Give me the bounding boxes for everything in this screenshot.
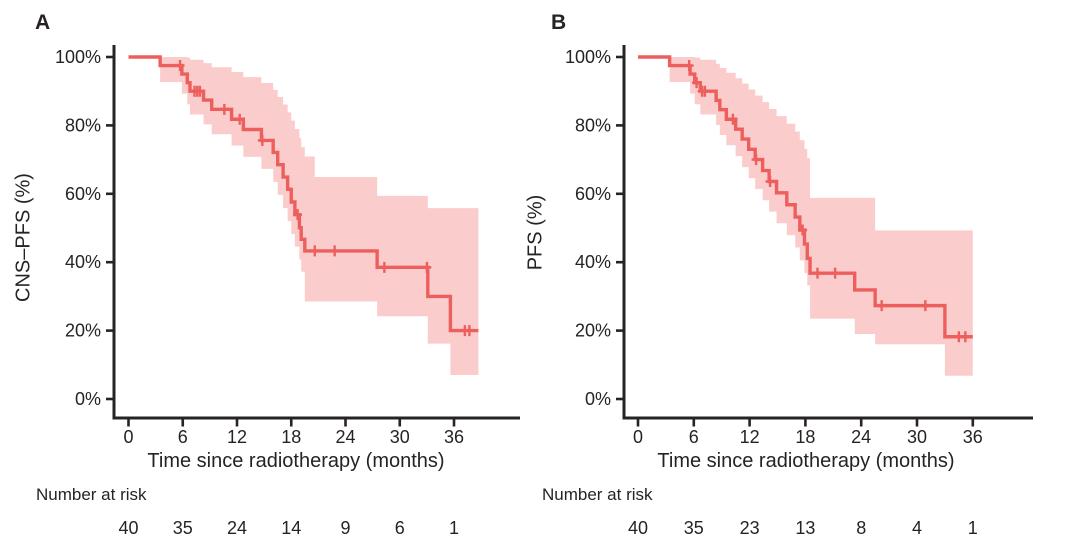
number-at-risk-value: 1: [449, 518, 459, 538]
x-axis-title-b: Time since radiotherapy (months): [657, 450, 955, 472]
y-tick-label: 0%: [75, 389, 101, 409]
censor-marks: [175, 60, 474, 337]
number-at-risk-value: 40: [118, 518, 138, 538]
confidence-band: [160, 57, 479, 376]
number-at-risk-value: 40: [628, 518, 648, 538]
km-panel-b: 100% 80% 60% 40% 20% 0% 0 40 6 35 12 23 18 13 24 8 30 4 36…: [565, 45, 1033, 538]
x-tick-label: 0: [123, 427, 133, 447]
y-tick-label: 20%: [575, 321, 611, 341]
y-axis-title-cns-pfs: CNS–PFS (%): [12, 173, 35, 302]
censor-marks: [684, 60, 970, 343]
y-tick-label: 60%: [575, 184, 611, 204]
x-tick-label: 30: [907, 427, 927, 447]
x-tick-label: 30: [390, 427, 410, 447]
x-tick-label: 18: [795, 427, 815, 447]
y-axis-title-pfs: PFS (%): [524, 194, 547, 271]
x-tick-label: 24: [335, 427, 355, 447]
number-at-risk-value: 9: [341, 518, 351, 538]
x-tick-label: 6: [689, 427, 699, 447]
confidence-band: [669, 57, 973, 376]
x-tick-label: 0: [633, 427, 643, 447]
number-at-risk-value: 35: [173, 518, 193, 538]
x-tick-label: 18: [281, 427, 301, 447]
y-tick-label: 40%: [575, 252, 611, 272]
panel-a-letter: A: [35, 11, 51, 34]
x-tick-label: 36: [963, 427, 983, 447]
number-at-risk-value: 4: [912, 518, 922, 538]
x-tick-label: 36: [444, 427, 464, 447]
y-tick-label: 40%: [65, 252, 101, 272]
number-at-risk-value: 35: [684, 518, 704, 538]
number-at-risk-value: 8: [856, 518, 866, 538]
number-at-risk-value: 24: [227, 518, 247, 538]
y-tick-label: 20%: [65, 321, 101, 341]
panel-b-letter: B: [551, 11, 567, 34]
x-tick-label: 6: [178, 427, 188, 447]
x-tick-label: 12: [740, 427, 760, 447]
y-tick-label: 60%: [65, 184, 101, 204]
number-at-risk-value: 13: [795, 518, 815, 538]
x-tick-label: 24: [851, 427, 871, 447]
number-at-risk-label-a: Number at risk: [36, 485, 147, 504]
km-panel-a: 100% 80% 60% 40% 20% 0% 0 40 6 35 12 24 18 14 24 9 30 6 36…: [55, 45, 520, 538]
number-at-risk-value: 14: [281, 518, 301, 538]
number-at-risk-label-b: Number at risk: [542, 485, 653, 504]
km-curve: [638, 55, 973, 339]
y-tick-label: 0%: [585, 389, 611, 409]
y-tick-label: 80%: [65, 115, 101, 135]
number-at-risk-value: 1: [968, 518, 978, 538]
km-curve: [128, 55, 479, 333]
y-tick-label: 100%: [565, 47, 611, 67]
number-at-risk-value: 23: [740, 518, 760, 538]
y-tick-label: 100%: [55, 47, 101, 67]
y-tick-label: 80%: [575, 115, 611, 135]
x-tick-label: 12: [227, 427, 247, 447]
x-axis-title-a: Time since radiotherapy (months): [147, 450, 445, 472]
number-at-risk-value: 6: [395, 518, 405, 538]
